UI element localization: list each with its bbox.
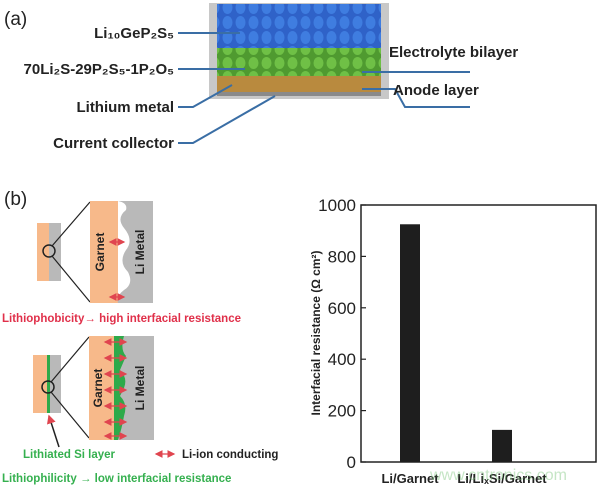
caption-lithiophobicity: Lithiophobicity→ high interfacial resist… [2,313,241,325]
garnet-label: Garnet [91,369,105,408]
bar-chart: 0 200 400 600 800 1000 Li/Garnet Li/LiₓSi/Garn… [309,196,597,486]
bar-1 [400,224,420,462]
caption-lithiophilicity: Lithiophilicity → low interfacial resist… [2,473,231,485]
layer-collector [217,92,381,96]
schematic-lithiophobic: Garnet Li Metal [37,201,153,303]
panel-b-label: (b) [4,189,27,210]
label-current-collector: Current collector [53,135,174,152]
bar-2 [492,429,512,462]
leader-lines [178,32,470,144]
watermark: www.cntronics.com [429,467,567,484]
li-ion-arrows [103,338,128,440]
zoom-circle [41,380,55,394]
y-tick-label: 1000 [318,196,356,215]
label-lps: 70Li₂S-29P₂S₅-1P₂O₅ [24,61,175,78]
label-lgps: Li₁₀GeP₂S₅ [94,25,174,42]
bars [400,224,512,462]
lithiated-si-label: Lithiated Si layer [23,449,116,461]
li-ion-conducting-legend: Li-ion conducting [182,449,278,461]
li-metal-label: Li Metal [133,366,147,411]
label-lithium-metal: Lithium metal [76,99,174,116]
garnet-label: Garnet [93,233,107,272]
garnet-block [90,201,118,303]
panel-a-label: (a) [4,9,27,30]
label-electrolyte-bilayer: Electrolyte bilayer [389,44,518,61]
y-tick-label: 200 [328,402,356,421]
y-axis-label: Interfacial resistance (Ω cm²) [309,250,323,415]
x-category-label: Li/Garnet [381,471,439,486]
battery-stack [209,3,389,99]
li-metal-label: Li Metal [133,230,147,275]
y-tick-label: 600 [328,299,356,318]
y-tick-label: 0 [347,453,356,472]
layer-lgps [217,4,381,48]
x-axis-labels: Li/Garnet Li/LiₓSi/Garnet [381,471,547,486]
plot-frame [360,204,597,463]
y-tick-label: 400 [328,350,356,369]
y-axis-ticks: 0 200 400 600 800 1000 [318,196,366,472]
label-anode-layer: Anode layer [393,82,479,99]
li-metal-block [117,201,153,303]
layer-lithium [217,76,381,92]
zoom-circle [42,244,56,258]
si-layer-pointer [47,414,60,448]
layer-lps [217,48,381,76]
x-category-label: Li/LiₓSi/Garnet [457,471,547,486]
y-tick-label: 800 [328,247,356,266]
schematic-lithiophilic: Garnet Li Metal [33,336,154,448]
